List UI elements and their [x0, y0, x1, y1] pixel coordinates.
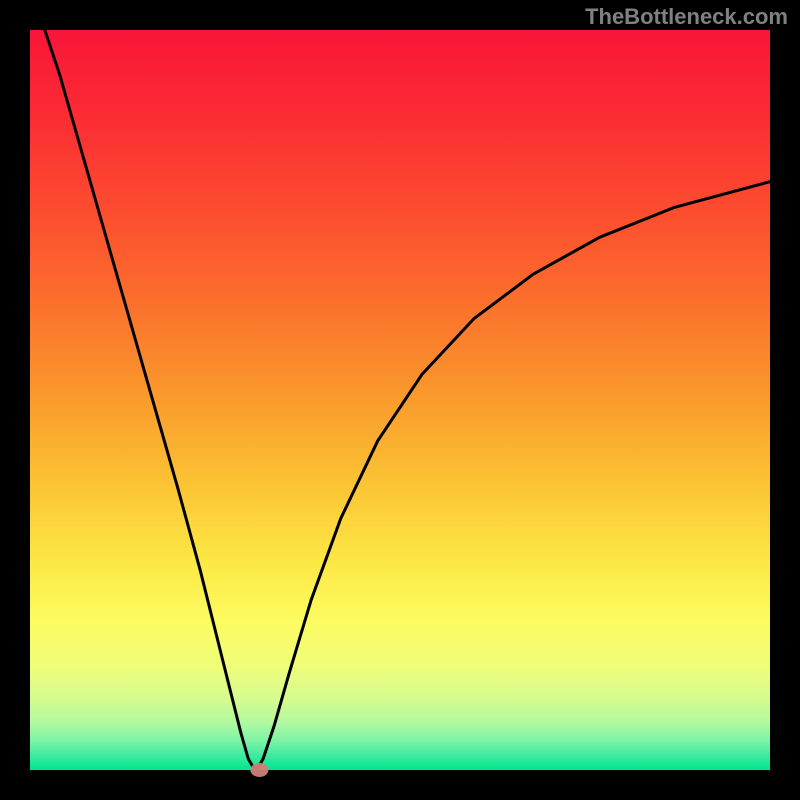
bottleneck-chart	[0, 0, 800, 800]
gradient-background	[30, 30, 770, 770]
optimal-point-marker	[250, 763, 268, 777]
chart-container: TheBottleneck.com	[0, 0, 800, 800]
watermark-text: TheBottleneck.com	[585, 4, 788, 30]
